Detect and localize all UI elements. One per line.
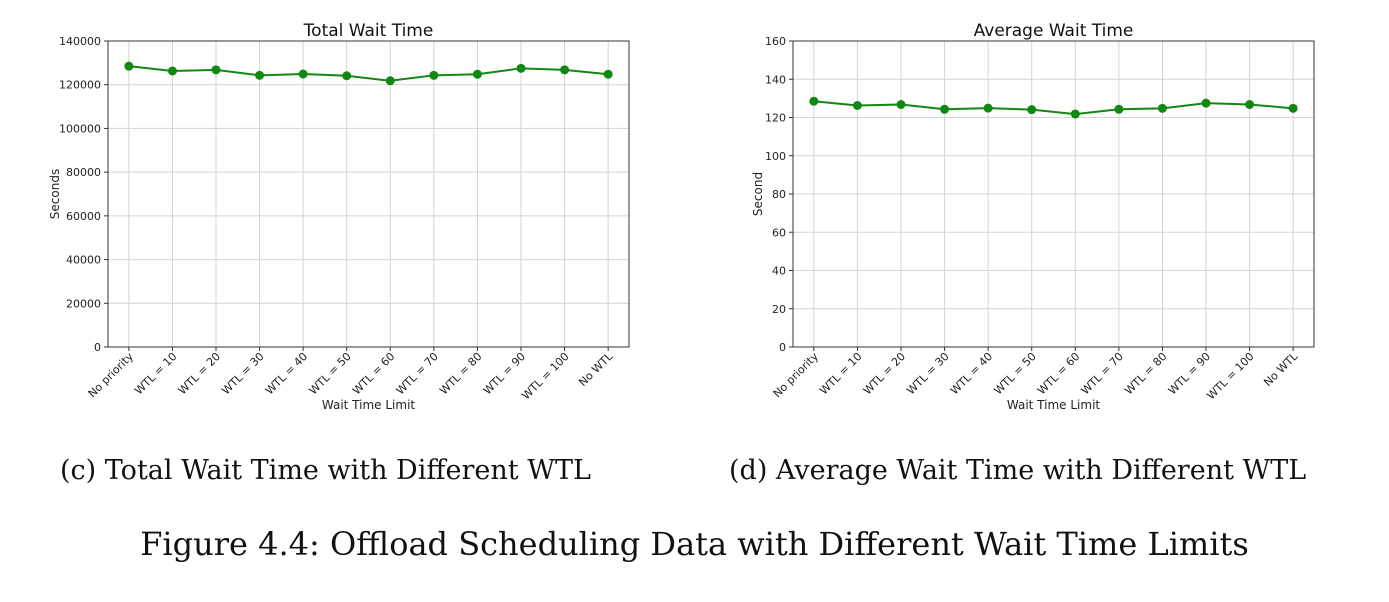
data-point bbox=[603, 69, 613, 79]
data-point bbox=[167, 66, 177, 76]
chart-total-wait-time: 0 20000 40000 60000 80000 100000 120000 140000 N… bbox=[48, 21, 630, 412]
data-point bbox=[385, 76, 395, 86]
x-tick-label: No priority bbox=[771, 350, 822, 401]
y-tick-label: 60000 bbox=[66, 210, 101, 223]
y-tick-label: 60 bbox=[772, 226, 786, 239]
data-point bbox=[516, 63, 526, 73]
x-tick-label: WTL = 20 bbox=[176, 350, 223, 397]
chart-title: Total Wait Time bbox=[303, 21, 434, 41]
data-point bbox=[809, 96, 819, 106]
figure-caption: Figure 4.4: Offload Scheduling Data with… bbox=[140, 525, 1249, 563]
chart-title: Average Wait Time bbox=[974, 21, 1134, 41]
x-tick-label: WTL = 70 bbox=[394, 350, 441, 397]
y-tick-label: 140000 bbox=[59, 35, 101, 48]
y-axis-label: Second bbox=[751, 172, 765, 216]
y-tick-label: 120000 bbox=[59, 79, 101, 92]
x-tick-label: WTL = 10 bbox=[132, 350, 179, 397]
data-point bbox=[1201, 98, 1211, 108]
data-point bbox=[852, 100, 862, 110]
x-tick-label: WTL = 40 bbox=[948, 350, 995, 397]
data-point bbox=[560, 65, 570, 75]
x-tick-label: WTL = 40 bbox=[263, 350, 310, 397]
y-tick-label: 100 bbox=[765, 150, 786, 163]
x-tick-label: WTL = 100 bbox=[519, 350, 571, 402]
data-point bbox=[298, 69, 308, 79]
x-tick-label: No WTL bbox=[1261, 349, 1301, 389]
data-point bbox=[124, 61, 134, 71]
x-axis-label: Wait Time Limit bbox=[1007, 398, 1101, 412]
data-point bbox=[255, 70, 265, 80]
subcaption-c: (c) Total Wait Time with Different WTL bbox=[60, 455, 591, 486]
x-tick-label: WTL = 10 bbox=[817, 350, 864, 397]
y-tick-label: 0 bbox=[94, 341, 101, 354]
data-point bbox=[1245, 99, 1255, 109]
data-point bbox=[1027, 105, 1037, 115]
data-point bbox=[429, 70, 439, 80]
data-point bbox=[342, 71, 352, 81]
data-point bbox=[211, 65, 221, 75]
x-tick-label: WTL = 20 bbox=[861, 350, 908, 397]
x-tick-label: WTL = 30 bbox=[219, 350, 266, 397]
y-tick-label: 40 bbox=[772, 265, 786, 278]
x-axis-label: Wait Time Limit bbox=[322, 398, 416, 412]
x-tick-label: WTL = 80 bbox=[1122, 350, 1169, 397]
x-tick-label: WTL = 60 bbox=[1035, 350, 1082, 397]
data-point bbox=[940, 104, 950, 114]
series-line bbox=[128, 65, 609, 82]
data-point bbox=[1288, 103, 1298, 113]
data-point bbox=[1070, 109, 1080, 119]
y-axis-label: Seconds bbox=[48, 169, 62, 219]
subcaption-d: (d) Average Wait Time with Different WTL bbox=[729, 455, 1307, 486]
x-tick-label: WTL = 100 bbox=[1204, 350, 1256, 402]
plot-frame bbox=[107, 40, 630, 348]
y-tick-label: 120 bbox=[765, 112, 786, 125]
x-tick-label: WTL = 50 bbox=[992, 350, 1039, 397]
x-tick-label: No WTL bbox=[576, 349, 616, 389]
data-point bbox=[472, 69, 482, 79]
y-tick-label: 80000 bbox=[66, 166, 101, 179]
x-tick-label: WTL = 30 bbox=[904, 350, 951, 397]
y-tick-label: 20 bbox=[772, 303, 786, 316]
y-tick-label: 100000 bbox=[59, 122, 101, 135]
data-point bbox=[896, 99, 906, 109]
data-point bbox=[983, 103, 993, 113]
y-tick-label: 140 bbox=[765, 73, 786, 86]
x-tick-label: No priority bbox=[86, 350, 137, 401]
data-point bbox=[1114, 104, 1124, 114]
y-tick-label: 0 bbox=[779, 341, 786, 354]
series-line bbox=[813, 100, 1294, 116]
y-tick-label: 40000 bbox=[66, 254, 101, 267]
y-tick-label: 20000 bbox=[66, 297, 101, 310]
data-point bbox=[1157, 103, 1167, 113]
x-tick-label: WTL = 70 bbox=[1079, 350, 1126, 397]
x-tick-label: WTL = 60 bbox=[350, 350, 397, 397]
y-tick-label: 80 bbox=[772, 188, 786, 201]
y-tick-label: 160 bbox=[765, 35, 786, 48]
x-tick-label: WTL = 50 bbox=[307, 350, 354, 397]
x-tick-label: WTL = 80 bbox=[437, 350, 484, 397]
